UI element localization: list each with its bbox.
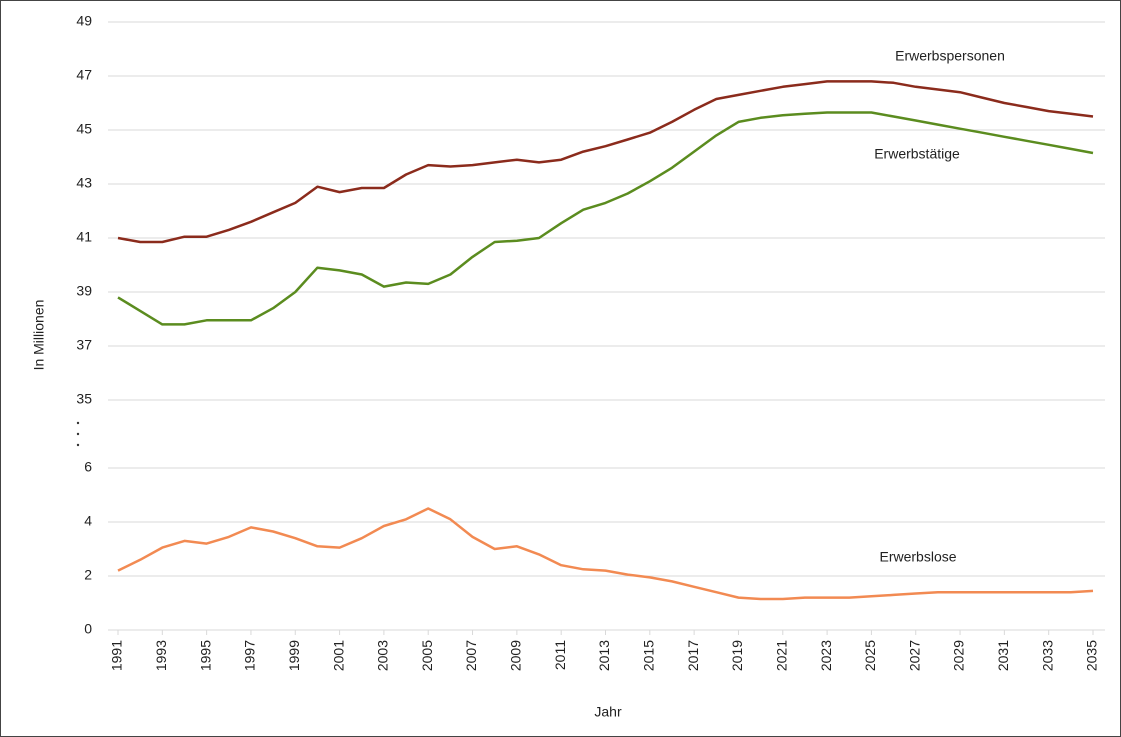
series-line	[117, 80, 1094, 244]
x-axis-label: Jahr	[594, 704, 622, 720]
x-tick-label: 2005	[419, 640, 435, 671]
series-label: Erwerbslose	[879, 549, 956, 565]
x-tick-label: 2031	[995, 640, 1011, 671]
y-tick-label: 35	[76, 391, 92, 407]
x-tick-label: 2015	[641, 640, 657, 671]
series-line	[117, 507, 1094, 601]
y-tick-label: 37	[76, 337, 92, 353]
series-line	[117, 111, 1094, 326]
y-tick-label: 39	[76, 283, 92, 299]
x-tick-label: 2003	[375, 640, 391, 671]
series-label: Erwerbspersonen	[895, 48, 1005, 64]
x-tick-label: 2027	[906, 640, 922, 671]
y-tick-label: 49	[76, 13, 92, 29]
axis-break	[76, 443, 80, 447]
y-tick-label: 2	[84, 567, 92, 583]
x-tick-label: 1991	[109, 640, 125, 671]
y-tick-label: 0	[84, 621, 92, 637]
x-tick-label: 2009	[508, 640, 524, 671]
axis-break	[76, 421, 80, 425]
x-tick-label: 2007	[463, 640, 479, 671]
x-tick-label: 2001	[330, 640, 346, 671]
x-tick-label: 2035	[1084, 640, 1100, 671]
y-axis-label: In Millionen	[31, 300, 47, 371]
y-tick-label: 45	[76, 121, 92, 137]
y-tick-label: 4	[84, 513, 92, 529]
x-tick-label: 2025	[862, 640, 878, 671]
series-label: Erwerbstätige	[874, 146, 960, 162]
x-tick-label: 1995	[197, 640, 213, 671]
y-tick-label: 6	[84, 459, 92, 475]
x-tick-label: 1997	[242, 640, 258, 671]
y-tick-label: 47	[76, 67, 92, 83]
x-tick-label: 2029	[951, 640, 967, 671]
x-tick-label: 2023	[818, 640, 834, 671]
x-tick-label: 1999	[286, 640, 302, 671]
x-tick-label: 2033	[1039, 640, 1055, 671]
axis-break	[76, 432, 80, 436]
x-tick-label: 2011	[552, 640, 568, 670]
x-tick-label: 2013	[596, 640, 612, 671]
x-tick-label: 2019	[729, 640, 745, 671]
x-tick-label: 2021	[773, 640, 789, 671]
x-tick-label: 1993	[153, 640, 169, 671]
y-tick-label: 41	[76, 229, 92, 245]
y-tick-label: 43	[76, 175, 92, 191]
x-tick-label: 2017	[685, 640, 701, 671]
